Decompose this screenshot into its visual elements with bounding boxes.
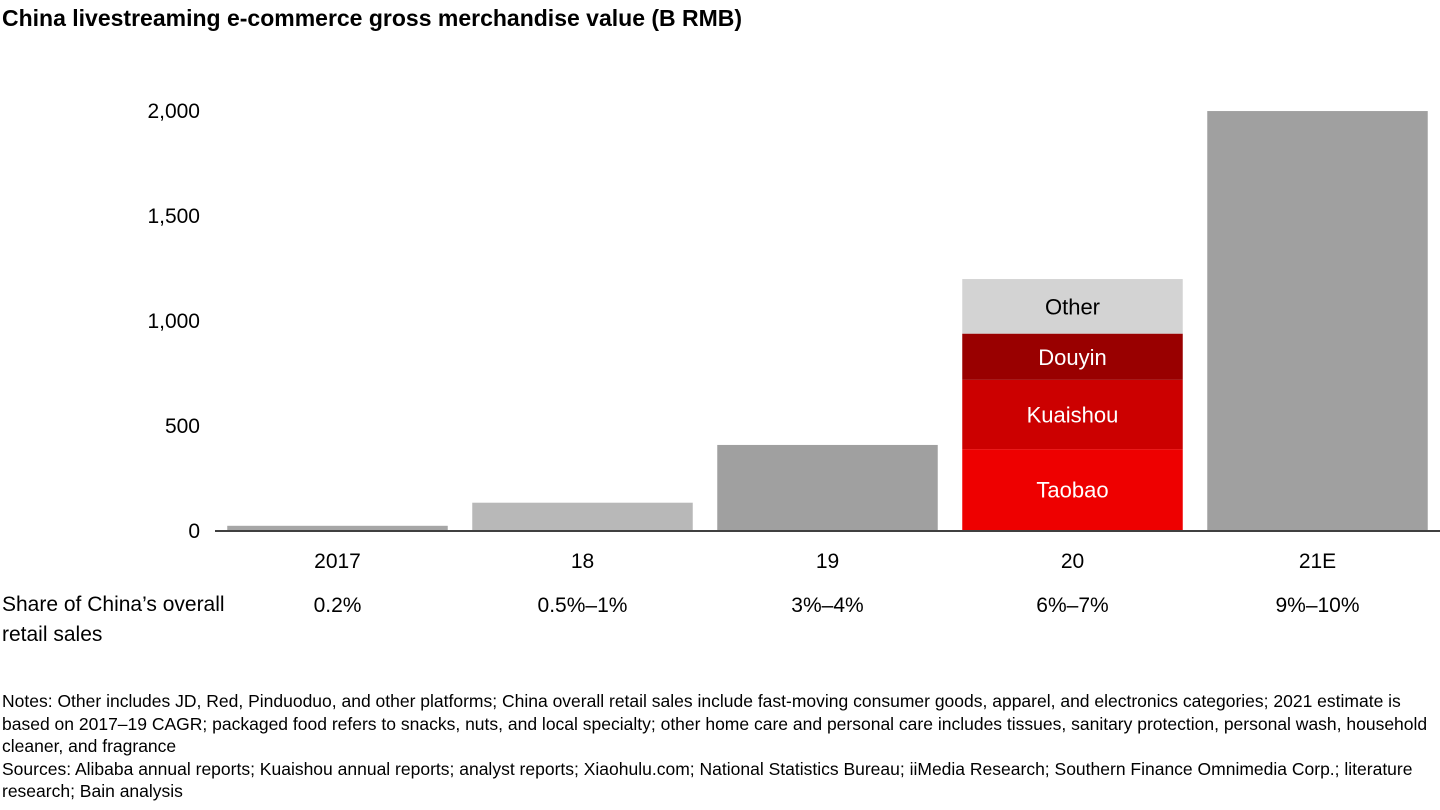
share-value: 0.2%: [314, 594, 362, 617]
x-tick-label: 18: [571, 550, 594, 573]
y-tick-label: 2,000: [147, 100, 200, 123]
footnotes: Notes: Other includes JD, Red, Pinduoduo…: [2, 690, 1432, 803]
sources-text: Sources: Alibaba annual reports; Kuaisho…: [2, 758, 1413, 802]
chart-title: China livestreaming e-commerce gross mer…: [2, 5, 743, 31]
x-tick-label: 19: [816, 550, 839, 573]
bar-2017: [227, 525, 448, 530]
y-axis: 0 500 1,000 1,500 2,000: [147, 100, 200, 543]
bar-segment-kuaishou: [962, 379, 1183, 450]
notes-text: Notes: Other includes JD, Red, Pinduoduo…: [2, 691, 1428, 756]
y-tick-label: 1,000: [147, 310, 200, 333]
y-tick-label: 0: [188, 520, 200, 543]
x-tick-label: 2017: [314, 550, 361, 573]
share-value: 3%–4%: [791, 594, 863, 617]
bar-19: [717, 444, 938, 530]
share-value: 9%–10%: [1275, 594, 1359, 617]
bar-segment-other: [962, 279, 1183, 334]
bar-segment-label: Kuaishou: [1027, 403, 1119, 428]
x-tick-label: 21E: [1299, 550, 1336, 573]
x-axis: 2017 0.2% 18 0.5%–1% 19 3%–4% 20 6%–7% 21E 9%–10%: [215, 530, 1440, 617]
bar-segment-taobao: [962, 449, 1183, 530]
bar-segment-label: Douyin: [1038, 345, 1106, 370]
bar-segment-label: Taobao: [1036, 478, 1108, 503]
bar-segment-label: Other: [1045, 294, 1100, 319]
share-value: 6%–7%: [1036, 594, 1108, 617]
y-tick-label: 500: [165, 415, 200, 438]
bars: Taobao Kuaishou Douyin Other: [227, 111, 1428, 531]
share-value: 0.5%–1%: [538, 594, 628, 617]
x-tick-label: 20: [1061, 550, 1084, 573]
y-tick-label: 1,500: [147, 205, 200, 228]
bar-18: [472, 502, 693, 530]
bar-segment-douyin: [962, 333, 1183, 380]
bar-21E: [1207, 111, 1428, 531]
share-row-label: Share of China’s overall retail sales: [2, 593, 225, 646]
